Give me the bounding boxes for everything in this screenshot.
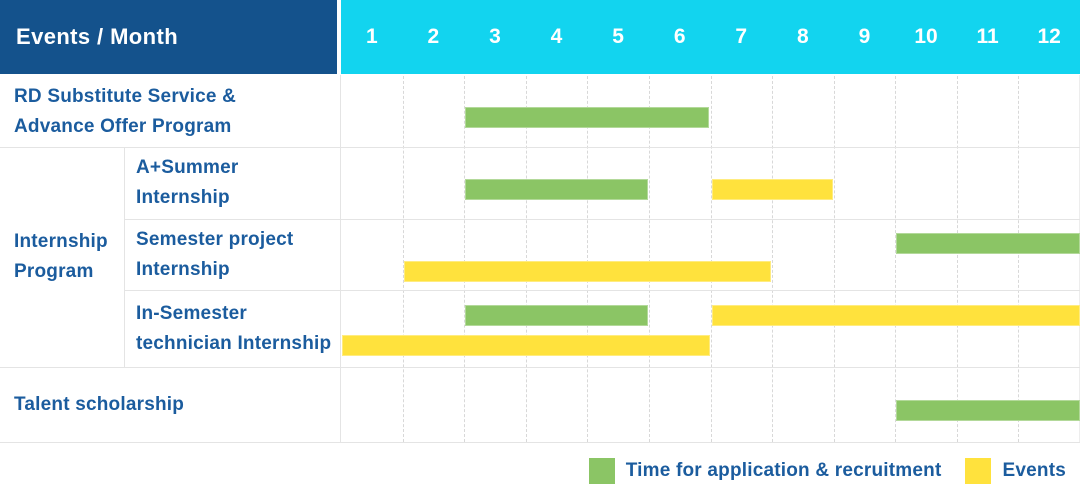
grid-vline [833,76,835,442]
event-bar [403,260,772,282]
month-header-label: 5 [612,25,624,48]
sub-row-label: Semester project Internship [136,228,294,280]
event-bar [711,305,1080,327]
grid-hline [0,147,1080,148]
group-label: Internship Program [14,231,108,282]
recruitment-bar [465,178,648,200]
month-header-label: 1 [365,25,378,48]
grid-vline [124,147,125,367]
grid-vline [648,76,650,442]
grid-vline [956,76,958,442]
grid-vline [772,76,774,442]
page-title: Events / Month [16,24,179,49]
event-swatch [965,458,992,484]
row-label: Talent scholarship [14,393,185,415]
month-header-label: 7 [735,25,748,48]
month-header-label: 9 [858,25,871,48]
grid-vline [464,76,466,442]
recruitment-bar [465,305,648,327]
events-month-header-cell: Events / Month [0,0,337,74]
month-header-label: 8 [796,25,809,48]
recruitment-swatch [588,458,615,484]
month-header-label: 4 [550,25,563,48]
recruitment-bar [896,233,1080,255]
month-header-label: 10 [914,25,938,48]
grid-hline [124,290,1080,291]
sub-row-label: In-Semester technician Internship [136,302,332,354]
grid-hline [124,219,1080,220]
grid-hline [0,442,1080,443]
legend-item: Events [965,458,1066,484]
grid-vline [587,76,589,442]
event-bar [342,335,710,357]
row-label: RD Substitute Service & Advance Offer Pr… [14,85,237,137]
month-header-label: 12 [1037,25,1061,48]
recruitment-bar [465,107,710,129]
month-header-label: 11 [976,25,999,48]
recruitment-bar [896,400,1080,421]
month-header-label: 3 [489,25,501,48]
sub-row-label: A+Summer Internship [136,157,239,208]
grid-vline [402,76,404,442]
legend-label: Time for application & recruitment [625,460,942,481]
grid-vline [525,76,527,442]
month-header-label: 6 [673,25,686,48]
grid-vline [710,76,712,442]
month-header-row: 1 2 3 4 5 6 7 8 9 10 11 12 [341,0,1080,74]
legend-item: Time for application & recruitment [588,458,942,484]
event-bar [711,178,833,200]
legend: Time for application & recruitment Events [588,458,1066,484]
grid-vline [340,75,341,442]
grid-vline [895,76,897,442]
grid-vline [1018,76,1020,442]
legend-label: Events [1002,460,1066,481]
grid-hline [0,367,1080,368]
month-header-label: 2 [427,25,440,48]
